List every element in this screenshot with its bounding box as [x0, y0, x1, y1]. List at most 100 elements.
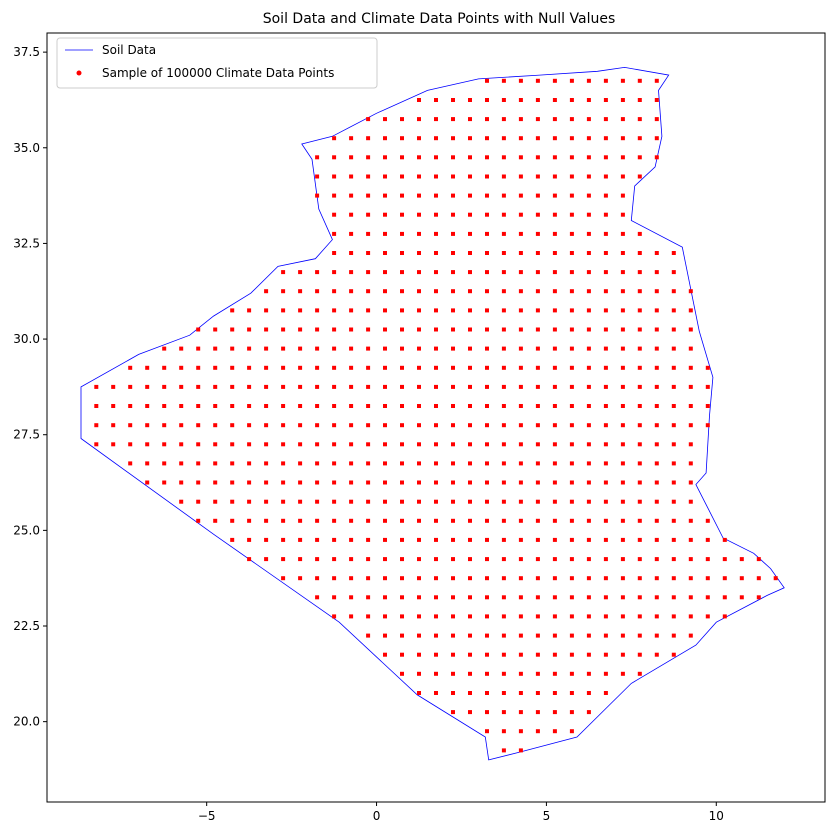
- climate-point: [569, 442, 574, 447]
- climate-point: [569, 537, 574, 542]
- climate-point: [603, 98, 608, 102]
- climate-point: [281, 537, 286, 542]
- climate-point: [552, 480, 557, 485]
- climate-point: [518, 499, 523, 504]
- climate-point: [637, 652, 642, 657]
- climate-point: [94, 384, 99, 389]
- climate-point: [535, 691, 540, 695]
- climate-point: [569, 461, 574, 466]
- climate-point: [485, 308, 489, 313]
- climate-point: [485, 327, 489, 332]
- climate-point: [688, 384, 693, 389]
- climate-point: [535, 136, 540, 141]
- climate-point: [586, 614, 591, 619]
- climate-point: [468, 365, 472, 370]
- climate-point: [518, 710, 523, 715]
- climate-point: [518, 251, 523, 255]
- climate-point: [518, 78, 523, 83]
- climate-point: [315, 576, 320, 581]
- climate-point: [569, 384, 574, 389]
- climate-point: [230, 365, 235, 370]
- climate-point: [383, 136, 387, 141]
- climate-point: [417, 365, 421, 370]
- climate-point: [603, 518, 608, 523]
- y-tick-label: 32.5: [13, 236, 40, 250]
- climate-point: [451, 480, 455, 485]
- climate-point: [468, 480, 472, 485]
- climate-point: [552, 537, 557, 542]
- climate-point: [451, 193, 455, 198]
- climate-point: [637, 442, 642, 447]
- climate-point: [366, 384, 371, 389]
- climate-point: [569, 270, 574, 275]
- climate-point: [637, 595, 642, 600]
- climate-point: [552, 193, 557, 198]
- climate-point: [128, 442, 133, 447]
- climate-point: [518, 729, 523, 734]
- climate-point: [315, 423, 320, 428]
- climate-point: [485, 557, 489, 562]
- climate-point: [400, 614, 404, 619]
- climate-point: [688, 518, 693, 523]
- climate-point: [518, 384, 523, 389]
- climate-point: [451, 633, 455, 638]
- climate-point: [349, 289, 354, 294]
- climate-point: [518, 423, 523, 428]
- climate-point: [451, 212, 455, 217]
- climate-point: [518, 576, 523, 581]
- climate-point: [332, 193, 337, 198]
- climate-point: [586, 193, 591, 198]
- climate-point: [196, 480, 201, 485]
- climate-point: [400, 308, 404, 313]
- climate-point: [417, 557, 421, 562]
- climate-point: [315, 365, 320, 370]
- climate-point: [620, 327, 625, 332]
- climate-point: [417, 346, 421, 351]
- climate-point: [586, 537, 591, 542]
- climate-point: [518, 365, 523, 370]
- climate-point: [264, 327, 269, 332]
- climate-point: [637, 404, 642, 408]
- climate-point: [417, 308, 421, 313]
- climate-point: [366, 557, 371, 562]
- climate-point: [281, 384, 286, 389]
- climate-point: [501, 136, 506, 141]
- climate-point: [552, 270, 557, 275]
- climate-point: [400, 155, 404, 160]
- climate-point: [603, 251, 608, 255]
- legend: Soil Data Sample of 100000 Climate Data …: [56, 37, 378, 89]
- climate-point: [603, 136, 608, 141]
- climate-point: [434, 308, 438, 313]
- climate-point: [434, 595, 438, 600]
- climate-point: [468, 384, 472, 389]
- climate-point: [569, 691, 574, 695]
- climate-point: [620, 614, 625, 619]
- climate-point: [501, 78, 506, 83]
- legend-box: [56, 37, 378, 89]
- climate-point: [400, 346, 404, 351]
- climate-point: [671, 557, 676, 562]
- climate-point: [603, 270, 608, 275]
- climate-point: [349, 404, 354, 408]
- climate-point: [552, 155, 557, 160]
- climate-point: [756, 595, 761, 600]
- climate-point: [535, 729, 540, 734]
- climate-point: [586, 691, 591, 695]
- climate-point: [586, 231, 591, 236]
- climate-point: [332, 136, 337, 141]
- climate-point: [468, 174, 472, 179]
- climate-point: [400, 231, 404, 236]
- climate-point: [264, 289, 269, 294]
- climate-point: [451, 155, 455, 160]
- climate-point: [162, 384, 167, 389]
- climate-point: [366, 193, 371, 198]
- climate-point: [518, 155, 523, 160]
- climate-point: [366, 270, 371, 275]
- climate-point: [349, 346, 354, 351]
- climate-point: [162, 480, 167, 485]
- climate-point: [468, 136, 472, 141]
- climate-point: [586, 98, 591, 102]
- climate-point: [620, 442, 625, 447]
- climate-point: [518, 461, 523, 466]
- climate-point: [620, 423, 625, 428]
